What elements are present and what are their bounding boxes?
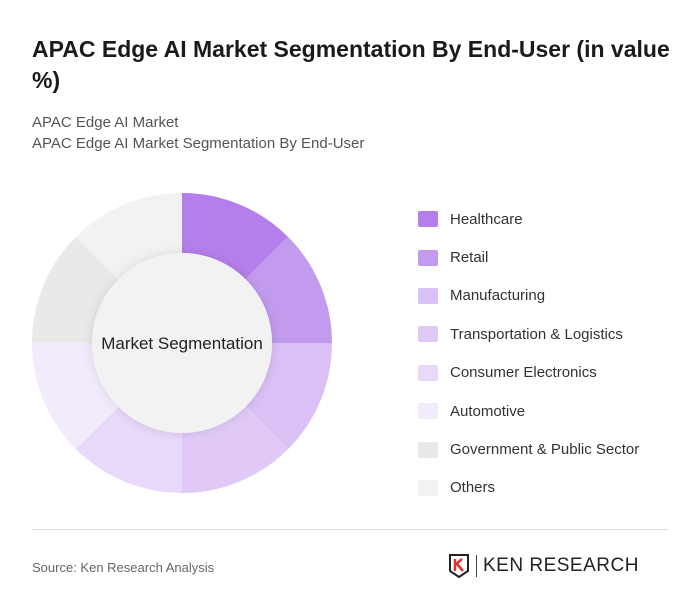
legend-swatch [418, 479, 438, 496]
legend-item[interactable]: Transportation & Logistics [418, 315, 639, 353]
center-label: Market Segmentation [101, 334, 263, 353]
legend-swatch [418, 249, 438, 266]
legend-label: Automotive [450, 402, 526, 420]
donut-slice-automotive[interactable] [32, 343, 119, 450]
ken-logo-icon [449, 554, 469, 579]
legend-swatch [418, 326, 438, 343]
divider [32, 529, 668, 530]
legend-label: Transportation & Logistics [450, 325, 623, 343]
legend-item[interactable]: Manufacturing [418, 277, 639, 315]
legend: Healthcare Retail Manufacturing Transportat… [418, 200, 639, 507]
legend-swatch [418, 211, 438, 228]
donut-slice-others[interactable] [75, 193, 182, 280]
donut-slice-consumer-electronics[interactable] [75, 406, 182, 493]
logo-text: KEN RESEARCH [483, 555, 639, 576]
ken-research-logo: KEN RESEARCH [448, 553, 639, 579]
legend-item[interactable]: Consumer Electronics [418, 354, 639, 392]
legend-item[interactable]: Others [418, 469, 639, 507]
legend-label: Consumer Electronics [450, 364, 597, 382]
legend-swatch [418, 287, 438, 304]
legend-swatch [418, 364, 438, 381]
donut-slice-government-public-sector[interactable] [32, 236, 119, 343]
legend-item[interactable]: Automotive [418, 392, 639, 430]
donut-slice-manufacturing[interactable] [245, 343, 332, 450]
subtitle-market: APAC Edge AI Market [32, 114, 179, 131]
legend-label: Healthcare [450, 210, 523, 228]
donut-slice-healthcare[interactable] [182, 193, 289, 280]
chart-title: APAC Edge AI Market Segmentation By End-… [32, 36, 670, 93]
legend-item[interactable]: Government & Public Sector [418, 430, 639, 468]
legend-label: Retail [450, 249, 489, 267]
legend-label: Manufacturing [450, 287, 546, 305]
subtitle-segmentation: APAC Edge AI Market Segmentation By End-… [32, 135, 365, 152]
source-note: Source: Ken Research Analysis [32, 560, 215, 575]
legend-label: Others [450, 479, 496, 497]
logo-separator [476, 555, 477, 577]
donut-chart: Market Segmentation [32, 193, 332, 493]
legend-label: Government & Public Sector [450, 441, 640, 459]
legend-item[interactable]: Healthcare [418, 200, 639, 238]
legend-swatch [418, 441, 438, 458]
donut-slice-transportation-logistics[interactable] [182, 406, 289, 493]
legend-item[interactable]: Retail [418, 238, 639, 276]
donut-center [92, 253, 272, 433]
donut-slice-retail[interactable] [245, 236, 332, 343]
legend-swatch [418, 403, 438, 420]
